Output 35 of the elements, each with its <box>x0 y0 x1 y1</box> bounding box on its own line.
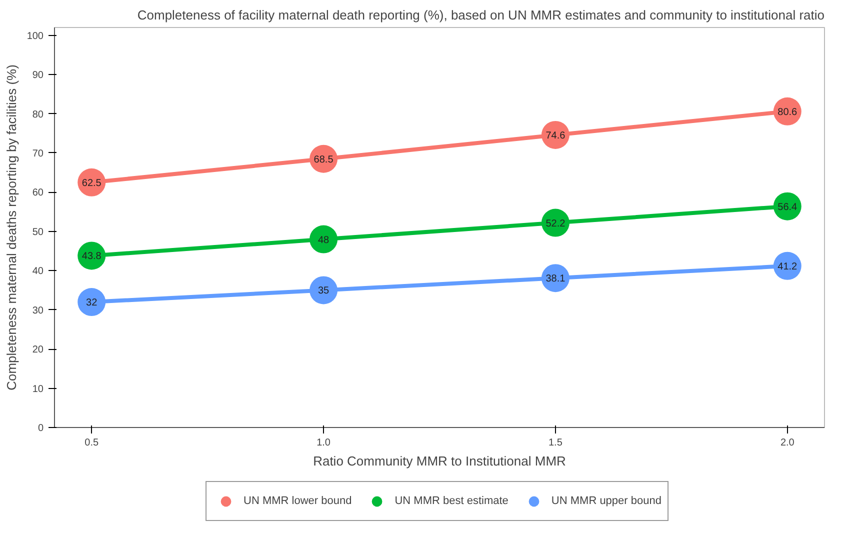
y-tick-label: 50 <box>32 226 44 238</box>
x-tick-label: 1.5 <box>548 438 563 448</box>
y-tick-label: 80 <box>32 109 44 120</box>
data-label: 62.5 <box>82 178 102 189</box>
y-tick-label: 30 <box>32 305 44 316</box>
data-label: 48 <box>318 234 330 246</box>
data-label: 74.6 <box>546 130 566 142</box>
legend-label: UN MMR lower bound <box>244 495 352 507</box>
point <box>78 288 106 316</box>
data-label: 68.5 <box>314 154 334 166</box>
legend-label: UN MMR upper bound <box>551 495 662 507</box>
y-axis-title: Completeness maternal deaths reporting by facilities (%) <box>4 64 19 390</box>
y-tick-label: 60 <box>32 188 44 199</box>
data-label: 32 <box>86 298 98 309</box>
data-label: 41.2 <box>778 261 798 272</box>
x-tick-label: 0.5 <box>84 438 99 448</box>
y-tick-label: 100 <box>26 30 44 42</box>
legend-label: UN MMR best estimate <box>394 495 508 507</box>
y-tick-label: 90 <box>32 70 44 82</box>
x-axis-title: Ratio Community MMR to Institutional MMR <box>313 454 566 468</box>
y-tick-label: 40 <box>32 266 44 278</box>
point <box>310 276 338 304</box>
data-label: 52.2 <box>546 218 566 230</box>
y-tick-label: 10 <box>32 384 44 395</box>
data-label: 80.6 <box>778 106 798 118</box>
y-tick-label: 20 <box>32 344 44 356</box>
x-tick-label: 2.0 <box>780 438 795 448</box>
data-label: 38.1 <box>546 274 566 285</box>
data-label: 56.4 <box>778 202 798 213</box>
x-tick-label: 1.0 <box>316 438 331 448</box>
y-tick-label: 70 <box>32 148 44 160</box>
y-tick-label: 0 <box>38 423 44 434</box>
data-label: 43.8 <box>82 251 102 262</box>
data-label: 35 <box>318 286 330 297</box>
chart-title: Completeness of facility maternal death reporting (%), based on UN MMR estimates and community to institutional ratio <box>137 8 825 22</box>
